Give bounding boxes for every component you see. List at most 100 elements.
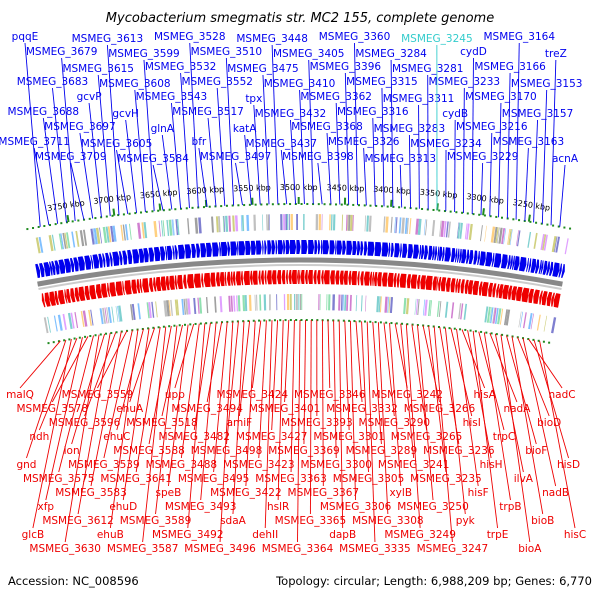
gene-arrow <box>509 255 513 270</box>
cog-color-segment <box>170 299 173 316</box>
cog-color-segment <box>360 295 363 312</box>
reverse-gene-leader-line <box>433 326 453 543</box>
gene-arrow <box>148 247 155 262</box>
tick-dot <box>506 334 509 337</box>
gene-arrow <box>507 255 511 270</box>
gene-arrow <box>260 270 265 285</box>
reverse-gene-label: ndh <box>29 431 49 443</box>
reverse-gene-leader-line <box>71 333 106 445</box>
forward-gene-label: MSMEG_3410 <box>264 78 336 90</box>
topology-text: Topology: circular; Length: 6,988,209 bp… <box>275 574 592 588</box>
tick-dot <box>489 215 492 218</box>
reverse-gene-label: gnd <box>16 459 36 471</box>
gene-arrow <box>245 240 251 256</box>
gene-arrow <box>235 271 241 286</box>
reverse-gene-leader-line <box>245 320 256 487</box>
tick-dot <box>157 209 160 212</box>
reverse-gene-leader-line <box>389 322 402 487</box>
tick-dot <box>99 333 102 336</box>
gene-arrow <box>498 284 504 299</box>
gene-arrow <box>528 258 532 273</box>
cog-color-segment <box>82 310 88 327</box>
gene-arrow <box>39 263 45 278</box>
tick-dot <box>563 226 566 229</box>
tick-dot <box>32 227 35 230</box>
forward-gene-label: MSMEG_3709 <box>35 151 107 163</box>
cog-color-segment <box>105 226 110 243</box>
gene-arrow <box>101 283 108 298</box>
gene-arrow <box>177 274 183 290</box>
cog-color-segment <box>508 228 512 246</box>
reverse-gene-label: glcB <box>22 529 45 541</box>
cog-color-segment <box>228 295 231 312</box>
tick-dot <box>289 319 292 322</box>
gene-arrow <box>363 271 370 286</box>
kbp-tick-label: 3600 kbp <box>186 185 224 196</box>
forward-gene-label: MSMEG_3281 <box>392 63 464 75</box>
cog-color-segment <box>519 311 524 328</box>
cog-color-segment <box>117 305 120 322</box>
forward-gene-label: MSMEG_3362 <box>300 91 372 103</box>
gene-arrow <box>459 248 462 263</box>
gene-arrow <box>534 259 540 274</box>
tick-dot <box>226 320 229 323</box>
tick-dot <box>316 319 319 322</box>
reverse-gene-label: hisI <box>463 417 481 429</box>
forward-gene-label: MSMEG_3613 <box>72 33 144 45</box>
forward-gene-leader-line <box>317 162 323 205</box>
cog-color-segment <box>540 234 545 251</box>
gene-arrow <box>276 270 282 285</box>
gene-arrow <box>285 270 288 285</box>
reverse-gene-leader-line <box>38 337 78 431</box>
tick-dot <box>185 207 188 210</box>
tick-dot <box>501 333 504 336</box>
reverse-gene-label: hslR <box>267 501 289 513</box>
reverse-gene-leader-line <box>193 322 211 431</box>
gene-arrow <box>296 240 301 255</box>
cog-color-segment <box>176 219 180 236</box>
gene-arrow <box>485 252 493 267</box>
forward-gene-label: tpx <box>245 93 262 105</box>
cog-color-segment <box>181 298 185 315</box>
cog-color-segment <box>496 227 500 244</box>
gene-arrow <box>136 279 141 294</box>
reverse-gene-label: dapB <box>329 529 356 541</box>
reverse-gene-leader-line <box>489 332 518 403</box>
cog-color-segment <box>38 236 44 253</box>
gene-arrow <box>367 241 375 256</box>
gene-arrow <box>174 245 178 260</box>
tick-dot <box>71 220 74 223</box>
reverse-gene-label: MSMEG_3393 <box>281 417 353 429</box>
cog-color-segment <box>236 295 238 312</box>
cog-color-segment <box>35 237 41 254</box>
reverse-gene-leader-line <box>167 324 189 487</box>
cog-color-segment <box>318 294 320 311</box>
tick-dot <box>398 206 401 209</box>
reverse-gene-label: MSMEG_3493 <box>165 501 237 513</box>
gene-arrow <box>98 253 103 268</box>
gene-arrow <box>250 240 257 255</box>
cog-color-segment <box>70 312 75 329</box>
gene-arrow <box>212 242 219 257</box>
forward-gene-label: MSMEG_3405 <box>273 48 345 60</box>
gene-arrow <box>322 240 330 255</box>
cog-color-segment <box>74 312 79 329</box>
gene-arrow <box>540 260 544 275</box>
tick-dot <box>557 225 560 228</box>
tick-dot <box>379 321 382 324</box>
gene-arrow <box>44 292 51 307</box>
forward-gene-label: MSMEG_3284 <box>355 48 427 60</box>
gene-arrow <box>423 245 428 260</box>
reverse-gene-leader-line <box>200 322 217 501</box>
forward-gene-label: MSMEG_3164 <box>483 31 555 43</box>
cog-color-segment <box>266 214 268 231</box>
cog-color-segment <box>80 310 85 328</box>
reverse-gene-leader-line <box>226 321 239 445</box>
forward-gene-leader-line <box>344 72 350 205</box>
reverse-gene-leader-line <box>32 338 72 529</box>
cog-color-segment <box>155 301 158 318</box>
tick-dot <box>283 203 286 206</box>
reverse-gene-label: MSMEG_3265 <box>391 431 463 443</box>
cog-color-segment <box>409 218 412 235</box>
